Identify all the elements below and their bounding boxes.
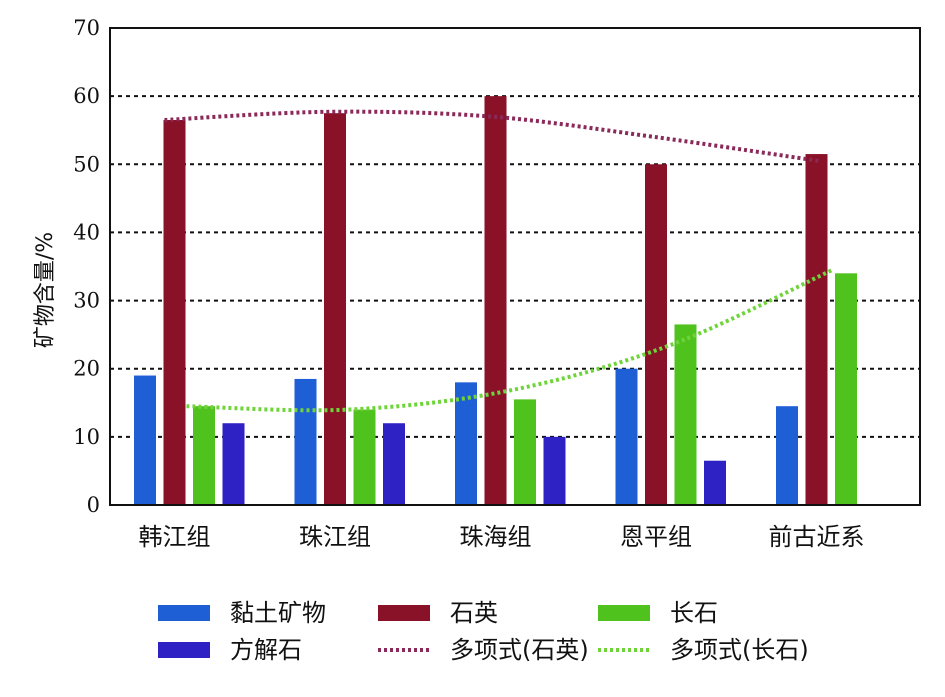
x-tick-label: 韩江组 <box>139 523 211 551</box>
y-tick-label: 20 <box>73 357 100 381</box>
bar-石英-前古近系 <box>805 154 828 506</box>
x-tick-labels: 韩江组 珠江组 珠海组 恩平组 前古近系 <box>139 523 865 551</box>
bar-方解石-珠江组 <box>383 423 405 505</box>
bar-黏土矿物-韩江组 <box>134 375 156 505</box>
legend-swatch-方解石 <box>158 642 210 658</box>
bar-方解石-韩江组 <box>222 423 245 505</box>
plot-frame <box>109 27 921 506</box>
bar-石英-珠海组 <box>484 96 507 506</box>
y-tick-label: 10 <box>73 425 100 449</box>
x-tick-label: 珠海组 <box>460 523 532 551</box>
y-tick-label: 0 <box>87 493 100 517</box>
bar-长石-前古近系 <box>835 273 857 505</box>
y-tick-label: 40 <box>73 220 100 244</box>
x-tick-label: 恩平组 <box>620 523 692 551</box>
legend-label: 多项式(长石) <box>670 636 809 664</box>
legend-label: 黏土矿物 <box>230 599 326 627</box>
y-tick-label: 70 <box>73 16 100 40</box>
grid-lines <box>110 95 920 438</box>
y-tick-label: 60 <box>73 84 100 108</box>
legend-label: 长石 <box>670 599 718 627</box>
bar-黏土矿物-珠江组 <box>294 378 317 505</box>
legend-swatch-长石 <box>598 605 650 621</box>
bar-石英-韩江组 <box>163 119 186 505</box>
legend-label: 方解石 <box>230 636 302 664</box>
bar-黏土矿物-珠海组 <box>455 382 477 505</box>
bar-黏土矿物-恩平组 <box>615 368 638 505</box>
bar-长石-珠江组 <box>353 409 376 505</box>
legend-label: 石英 <box>450 599 498 627</box>
legend-swatch-石英 <box>378 605 430 621</box>
y-tick-labels: 0 10 20 30 40 50 60 70 <box>73 16 100 517</box>
bar-方解石-恩平组 <box>704 460 726 505</box>
bars <box>134 96 857 506</box>
y-tick-label: 50 <box>73 152 100 176</box>
bar-方解石-珠海组 <box>543 436 566 505</box>
bar-长石-恩平组 <box>674 324 697 505</box>
bar-石英-恩平组 <box>645 164 667 506</box>
x-tick-label: 前古近系 <box>769 523 865 551</box>
bar-长石-珠海组 <box>514 399 536 505</box>
legend-label: 多项式(石英) <box>450 636 589 664</box>
legend-swatch-黏土矿物 <box>158 605 210 621</box>
y-tick-label: 30 <box>73 289 100 313</box>
y-axis-label: 矿物含量/% <box>33 232 58 348</box>
bar-黏土矿物-前古近系 <box>776 406 798 505</box>
bar-石英-珠江组 <box>324 113 346 505</box>
trendlines <box>164 109 834 413</box>
trendline-多项式(长石) <box>186 268 834 413</box>
bar-长石-韩江组 <box>193 406 215 505</box>
trendline-多项式(石英) <box>164 109 819 163</box>
x-tick-label: 珠江组 <box>299 523 371 551</box>
